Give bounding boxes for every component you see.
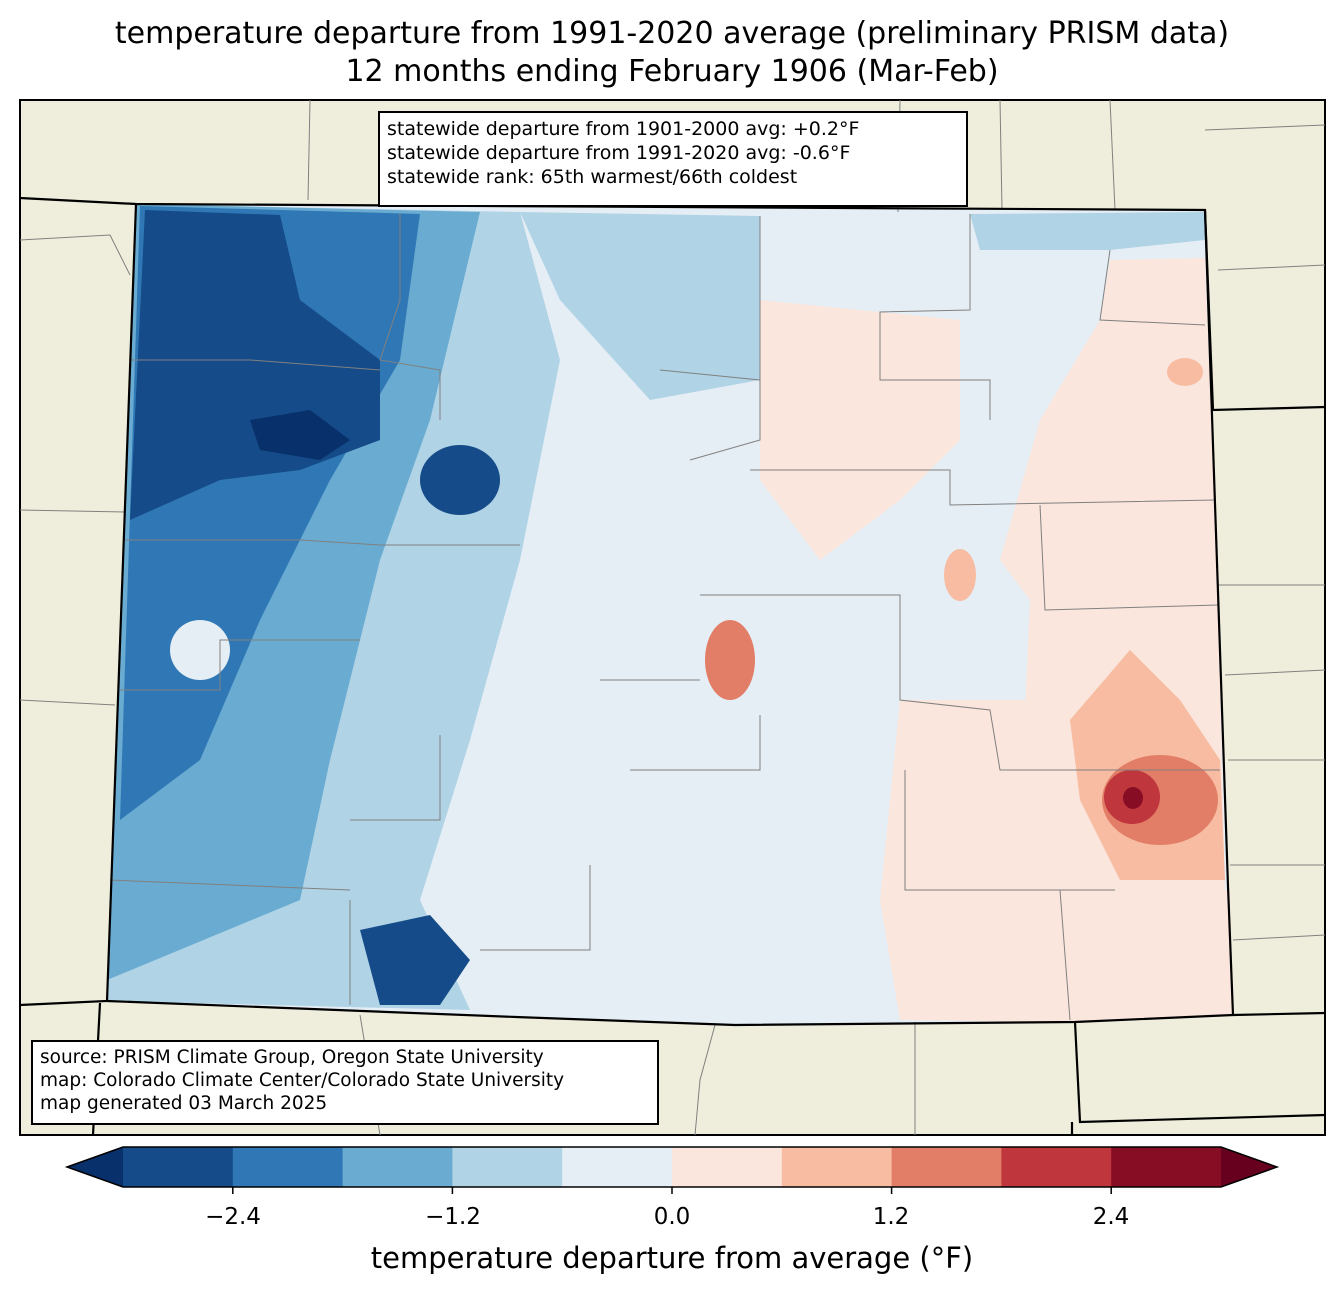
region-warm-patch-ne [1167, 358, 1203, 386]
stats-line-2: statewide departure from 1991-2020 avg: … [387, 142, 851, 164]
colorbar-bin [562, 1147, 673, 1187]
source-line-1: source: PRISM Climate Group, Oregon Stat… [40, 1047, 544, 1068]
region-cold-sw [360, 915, 470, 1005]
colorbar-tick-label: 1.2 [872, 1204, 910, 1230]
region-max-se [1123, 787, 1143, 809]
stats-line-3: statewide rank: 65th warmest/66th coldes… [387, 166, 798, 188]
colorbar-tick-label: 2.4 [1092, 1204, 1130, 1230]
map-title-line1: temperature departure from 1991-2020 ave… [114, 16, 1230, 51]
region-warm-patch-east [944, 549, 976, 601]
source-box: source: PRISM Climate Group, Oregon Stat… [31, 1040, 659, 1125]
stats-line-1: statewide departure from 1901-2000 avg: … [387, 118, 860, 140]
colorbar-outline [64, 1146, 1280, 1188]
colorbar-bin [891, 1147, 1002, 1187]
region-cool-ne-strip [970, 212, 1205, 250]
colorbar-bin [1001, 1147, 1112, 1187]
colorbar-bin [232, 1147, 344, 1187]
colorbar-under-extend [67, 1147, 123, 1187]
colorbar-tick-label: 0.0 [653, 1204, 691, 1230]
colorbar-label: temperature departure from average (°F) [370, 1241, 974, 1275]
colorbar-tick-label: −1.2 [425, 1204, 481, 1230]
source-line-3: map generated 03 March 2025 [40, 1093, 328, 1114]
colorbar-tick-label: −2.4 [205, 1204, 261, 1230]
colorbar-bin [672, 1147, 783, 1187]
source-line-2: map: Colorado Climate Center/Colorado St… [40, 1070, 565, 1091]
colorbar-bin [342, 1147, 453, 1187]
region-warm-front-range [705, 620, 755, 700]
colorbar-bin [123, 1147, 234, 1187]
colorbar-bin [1111, 1147, 1222, 1187]
statewide-stats-box: statewide departure from 1901-2000 avg: … [378, 111, 968, 207]
region-slight-warm-central [760, 300, 960, 560]
county-lines [109, 214, 1220, 1021]
region-coldest-patch [250, 410, 350, 460]
region-cool-north-central [520, 212, 760, 400]
colorbar-over-extend [1221, 1147, 1277, 1187]
colorbar-bin [781, 1147, 893, 1187]
colorbar [64, 1146, 1280, 1194]
region-slight-warm-south [880, 700, 1233, 1022]
map-title-line2: 12 months ending February 1906 (Mar-Feb) [345, 54, 999, 89]
colorbar-bin [452, 1147, 563, 1187]
region-light-patch [170, 620, 230, 680]
region-cold-central [420, 445, 500, 515]
neighbor-borders [19, 99, 1326, 1136]
